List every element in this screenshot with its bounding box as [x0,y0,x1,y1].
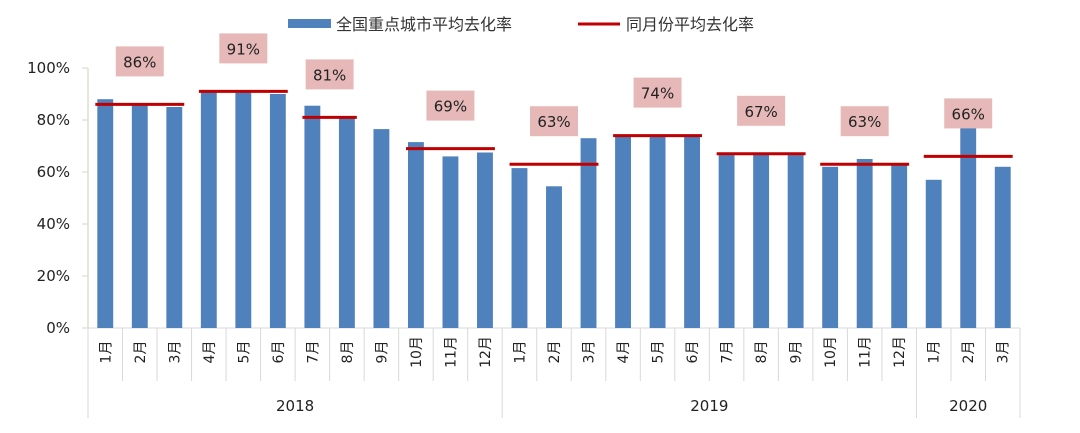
bar [925,179,942,328]
legend: 全国重点城市平均去化率 同月份平均去化率 [288,15,754,34]
x-tick-label: 1月 [98,341,114,364]
x-tick-label: 1月 [512,341,528,364]
x-tick-label: 7月 [720,341,736,364]
bar [718,155,735,328]
bar [511,168,528,328]
annotations: 86% 91% 81% 69% 63% 74% 67% 63% 66% [115,33,993,137]
annotation-box [115,46,164,77]
bar [753,153,770,328]
x-tick-label: 9月 [374,341,390,364]
average-lines [95,89,1013,166]
x-tick-label: 3月 [996,341,1012,364]
x-tick-label: 4月 [202,341,218,364]
x-tick-label: 3月 [167,341,183,364]
annotation-box [426,90,475,121]
bar [580,138,597,328]
annotation-box [530,106,578,137]
x-tick-label: 11月 [858,336,874,368]
annotation-label: 81% [313,66,346,84]
x-tick-label: 8月 [340,341,356,364]
x-tick-label: 3月 [582,341,598,364]
bar [684,136,701,328]
bar [235,91,252,329]
bar [131,104,148,329]
annotation-label: 91% [227,40,260,58]
bar [166,107,183,328]
bar [649,135,666,328]
annotation-box [633,77,682,108]
bar [373,129,390,328]
y-tick-label: 20% [37,267,70,285]
bar [442,156,459,328]
bar [200,90,217,328]
bar [822,166,839,328]
x-tick-label: 2月 [961,341,977,364]
y-tick-label: 60% [37,163,70,181]
bar [477,152,493,328]
bars [97,90,1011,329]
bar [787,155,804,328]
annotation-label: 66% [952,105,985,123]
x-tick-label: 7月 [305,341,321,364]
y-tick-label: 100% [27,59,70,77]
x-tick-label: 5月 [236,341,252,364]
x-tick-label: 2月 [133,341,149,364]
bar [407,142,424,328]
x-year-label: 2020 [949,397,987,415]
annotation-box [305,59,354,90]
x-tick-label: 9月 [789,341,805,364]
legend-label-line: 同月份平均去化率 [626,15,754,34]
x-year-label: 2019 [690,397,728,415]
x-tick-label: 6月 [685,341,701,364]
x-tick-label: 11月 [443,336,459,368]
x-tick-label: 5月 [651,341,667,364]
annotation-box [944,98,993,129]
annotation-label: 69% [434,98,467,116]
x-tick-label: 2月 [547,341,563,364]
bar [269,94,286,328]
annotation-box [737,95,786,126]
x-tick-label: 12月 [892,336,908,368]
bar [338,117,355,329]
axes: 0% 20% 40% 60% 80% 100% 1月 2月 3月 4月 5月 6月 7月 8月 9月 10月 1… [27,59,1021,418]
annotation-box [219,33,268,64]
y-tick-label: 40% [37,215,70,233]
bar [97,99,114,328]
x-year-label: 2018 [276,397,314,415]
y-tick-label: 0% [46,319,70,337]
legend-swatch-bar [288,19,331,28]
x-tick-label: 10月 [823,336,839,368]
bar [994,166,1011,328]
x-tick-label: 12月 [478,336,494,368]
annotation-label: 63% [537,113,570,131]
annotation-label: 67% [744,103,777,121]
y-tick-label: 80% [37,111,70,129]
annotation-label: 63% [848,113,881,131]
bar [856,159,873,328]
bar [546,186,562,328]
x-tick-label: 8月 [754,341,770,364]
annotation-box [840,106,889,137]
x-tick-label: 10月 [409,336,425,368]
bar [960,120,977,328]
x-tick-label: 1月 [927,341,943,364]
annotation-label: 86% [123,53,156,71]
x-tick-label: 4月 [616,341,632,364]
x-tick-label: 6月 [271,341,287,364]
bar [304,105,321,328]
annotation-label: 74% [641,85,674,103]
bar [891,164,908,328]
bar [615,135,631,328]
legend-label-bar: 全国重点城市平均去化率 [336,15,512,34]
